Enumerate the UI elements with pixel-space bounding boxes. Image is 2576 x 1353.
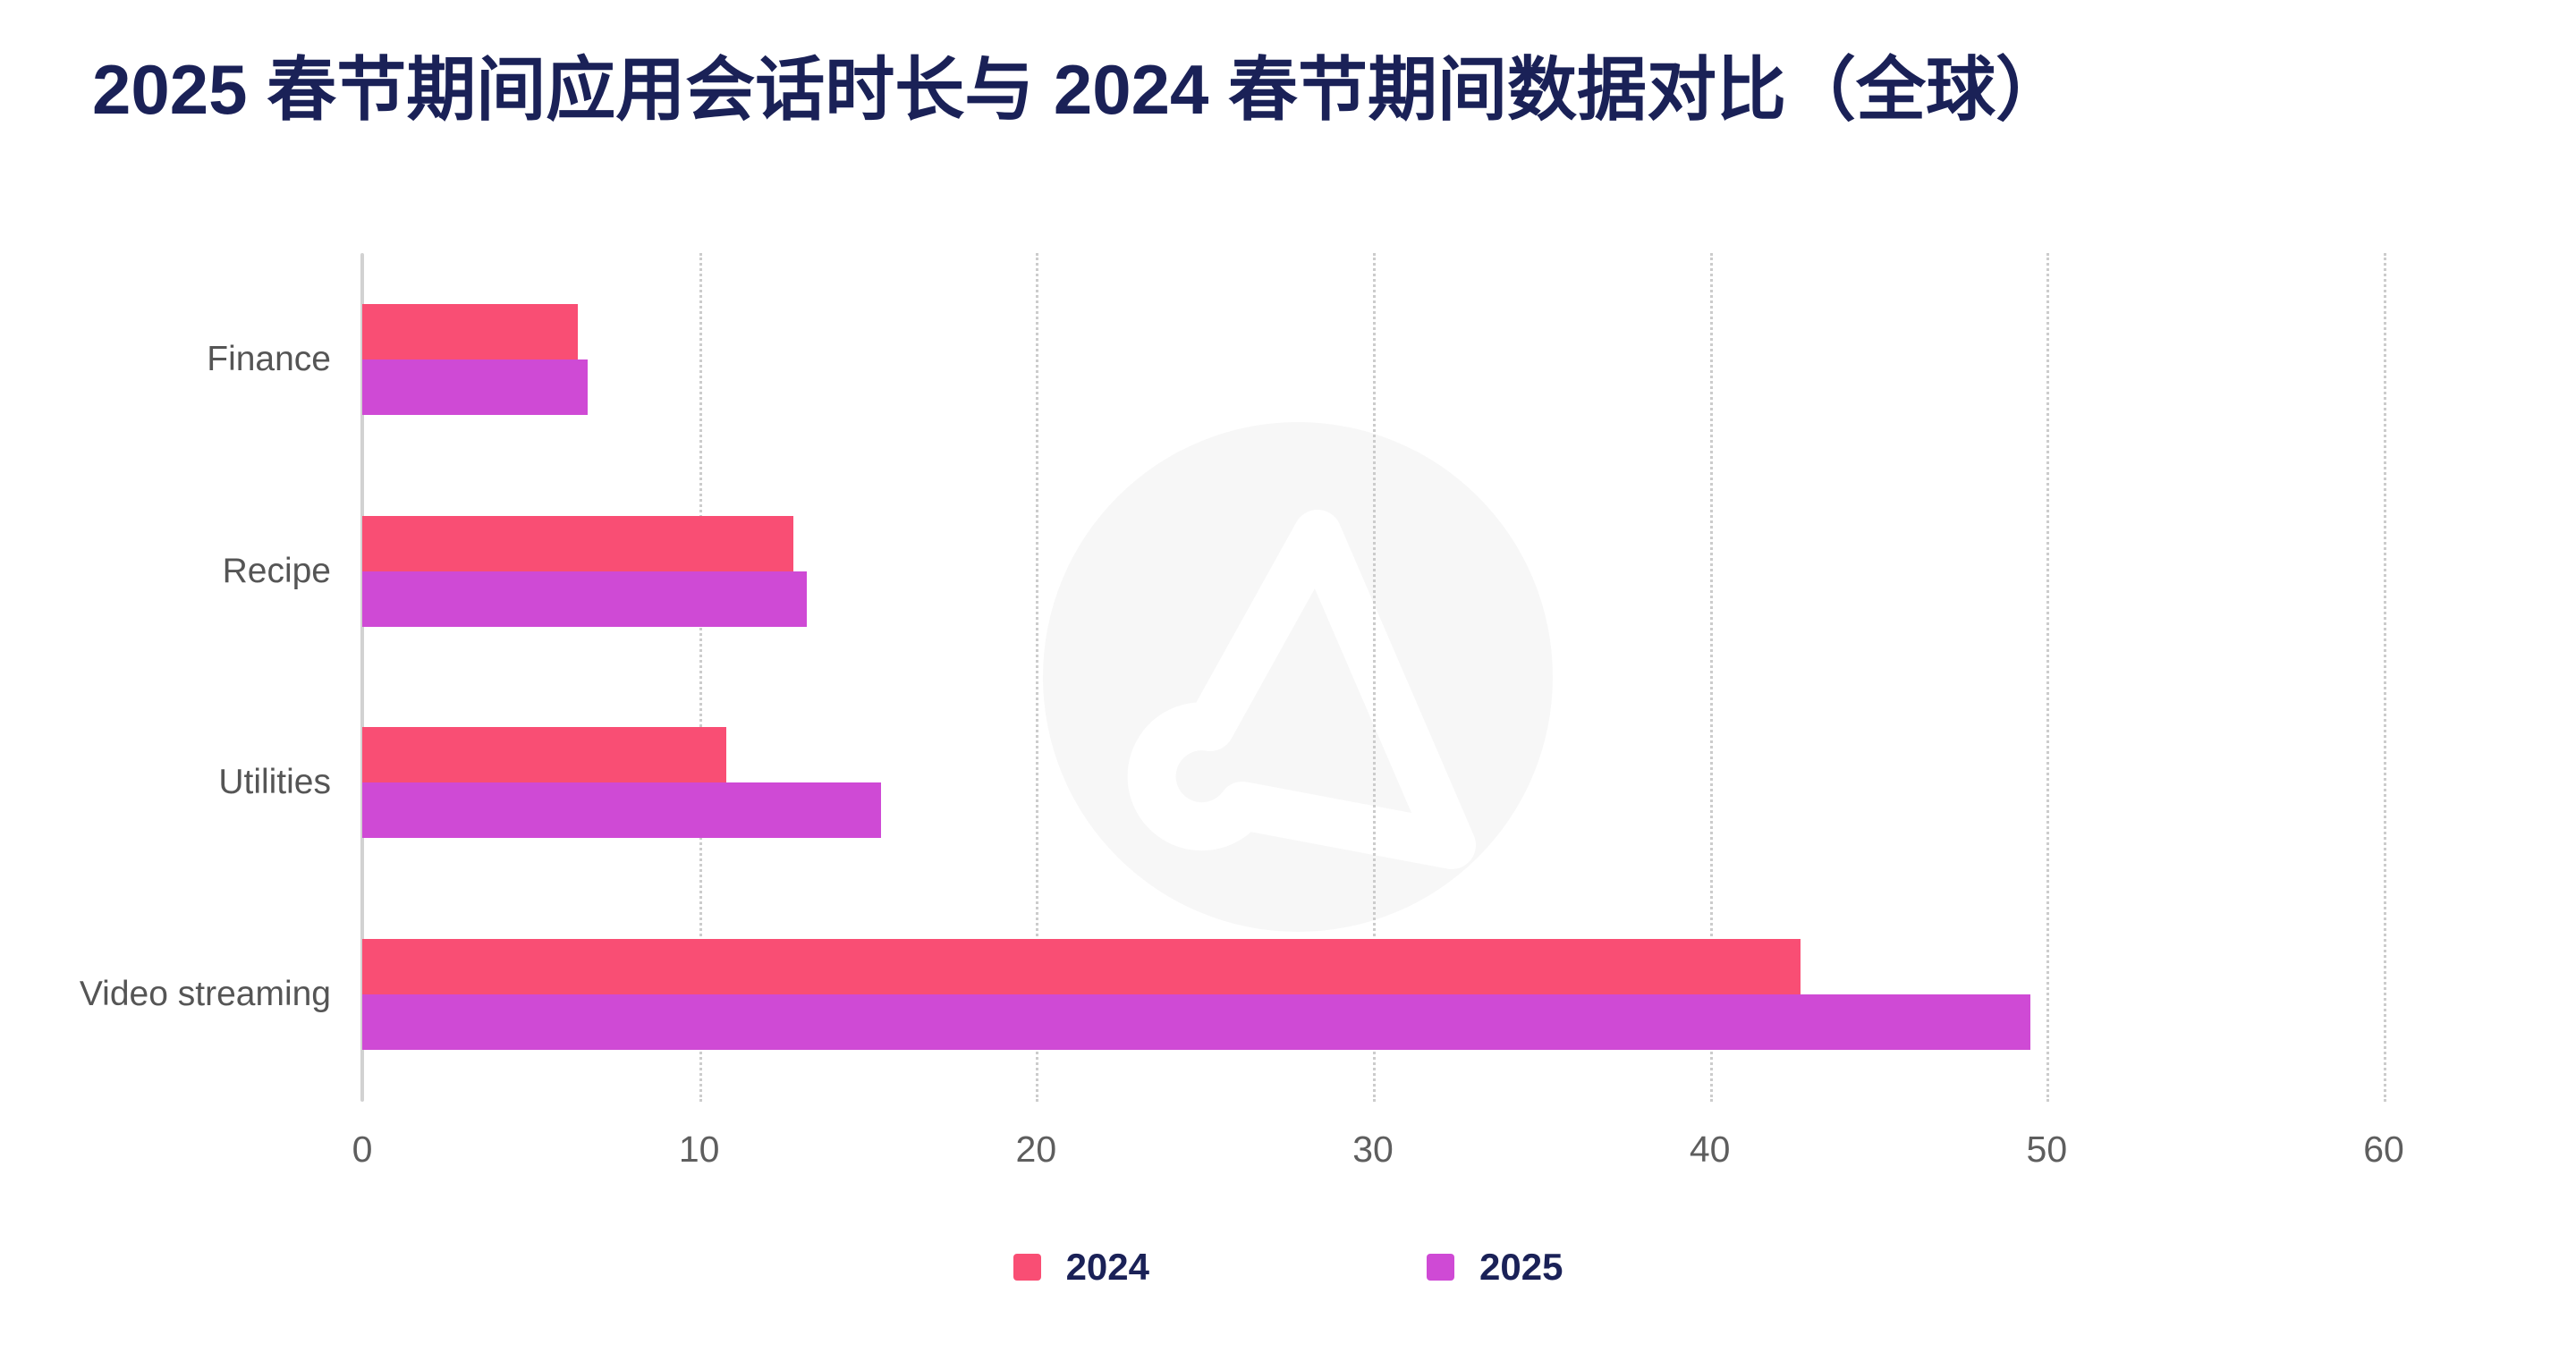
x-tick-label-0: 0 xyxy=(352,1129,373,1170)
category-label-finance: Finance xyxy=(207,340,331,378)
x-tick-label-50: 50 xyxy=(2026,1129,2068,1170)
category-label-utilities: Utilities xyxy=(218,763,331,801)
bar-2024-utilities xyxy=(362,727,726,782)
plot-area xyxy=(360,253,2386,1102)
legend-label-2025: 2025 xyxy=(1479,1246,1563,1288)
y-axis-line xyxy=(360,253,364,1102)
bar-2024-finance xyxy=(362,304,579,359)
x-tick-label-60: 60 xyxy=(2363,1129,2404,1170)
bar-2025-recipe xyxy=(362,571,808,627)
legend-swatch-2024 xyxy=(1013,1254,1041,1281)
bar-2025-video-streaming xyxy=(362,994,2030,1050)
legend-item-2025: 2025 xyxy=(1427,1248,1563,1286)
category-label-video-streaming: Video streaming xyxy=(79,975,331,1013)
legend-swatch-2025 xyxy=(1427,1254,1454,1281)
bar-2025-utilities xyxy=(362,782,882,838)
x-tick-label-10: 10 xyxy=(678,1129,720,1170)
legend-label-2024: 2024 xyxy=(1065,1246,1149,1288)
gridline-10 xyxy=(699,253,702,1102)
bar-2024-video-streaming xyxy=(362,939,1801,994)
chart-title: 2025 春节期间应用会话时长与 2024 春节期间数据对比（全球） xyxy=(92,50,2066,129)
bar-2025-finance xyxy=(362,359,589,415)
legend-item-2024: 2024 xyxy=(1013,1248,1149,1286)
x-tick-label-40: 40 xyxy=(1689,1129,1731,1170)
gridline-40 xyxy=(1709,253,1713,1102)
legend: 2024 2025 xyxy=(0,1248,2576,1286)
x-tick-label-20: 20 xyxy=(1015,1129,1057,1170)
category-label-recipe: Recipe xyxy=(222,552,331,590)
gridline-50 xyxy=(2046,253,2050,1102)
gridline-20 xyxy=(1036,253,1039,1102)
x-tick-label-30: 30 xyxy=(1352,1129,1394,1170)
gridline-30 xyxy=(1373,253,1376,1102)
bar-2024-recipe xyxy=(362,516,794,571)
gridline-60 xyxy=(2384,253,2386,1102)
